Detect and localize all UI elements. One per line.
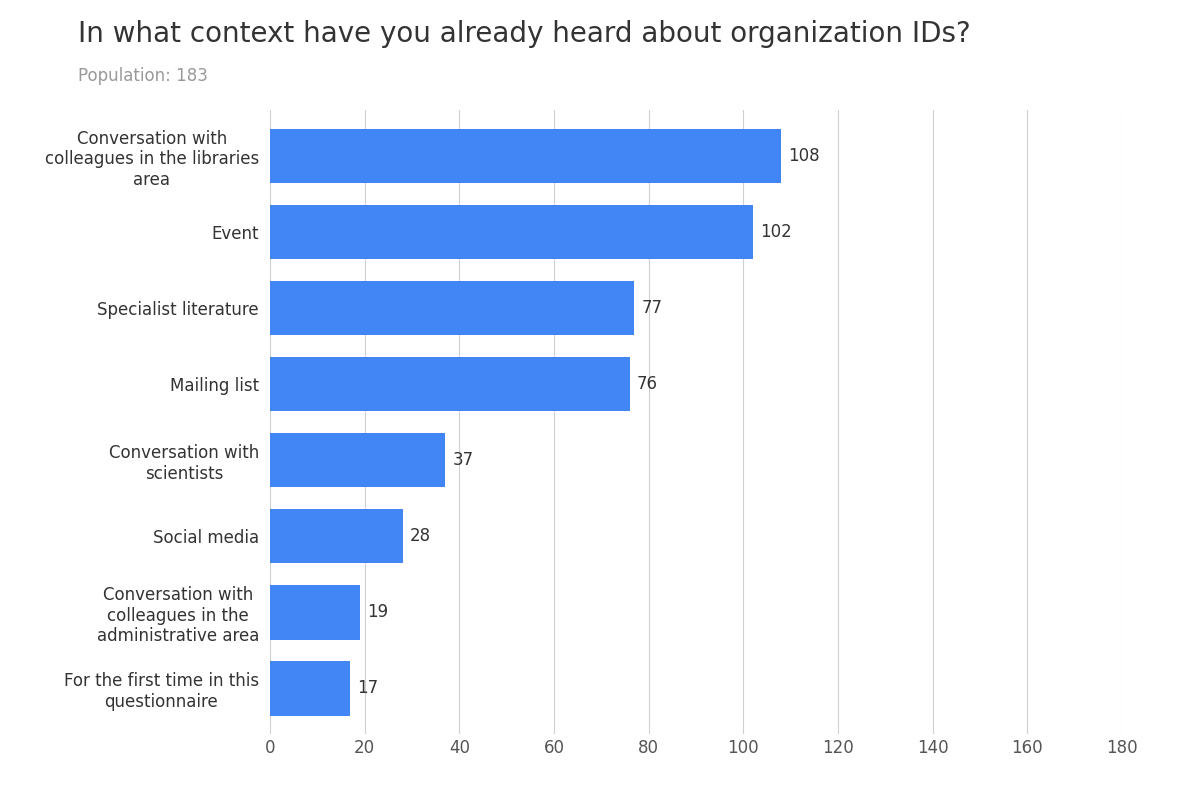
Text: 76: 76 [637,375,658,393]
Bar [270,661,350,716]
Bar [270,357,630,412]
Bar [270,129,781,183]
Bar [270,509,402,563]
Text: 37: 37 [452,451,473,469]
Bar [270,281,635,335]
Text: 17: 17 [358,679,379,697]
Text: 77: 77 [642,299,662,317]
Text: Population: 183: Population: 183 [78,67,208,85]
Text: 102: 102 [760,223,792,241]
Text: In what context have you already heard about organization IDs?: In what context have you already heard a… [78,20,971,47]
Text: 19: 19 [367,603,388,621]
Bar [270,585,360,640]
Bar [270,432,445,488]
Text: 28: 28 [409,527,431,545]
Text: 108: 108 [788,147,820,165]
Bar [270,204,752,260]
